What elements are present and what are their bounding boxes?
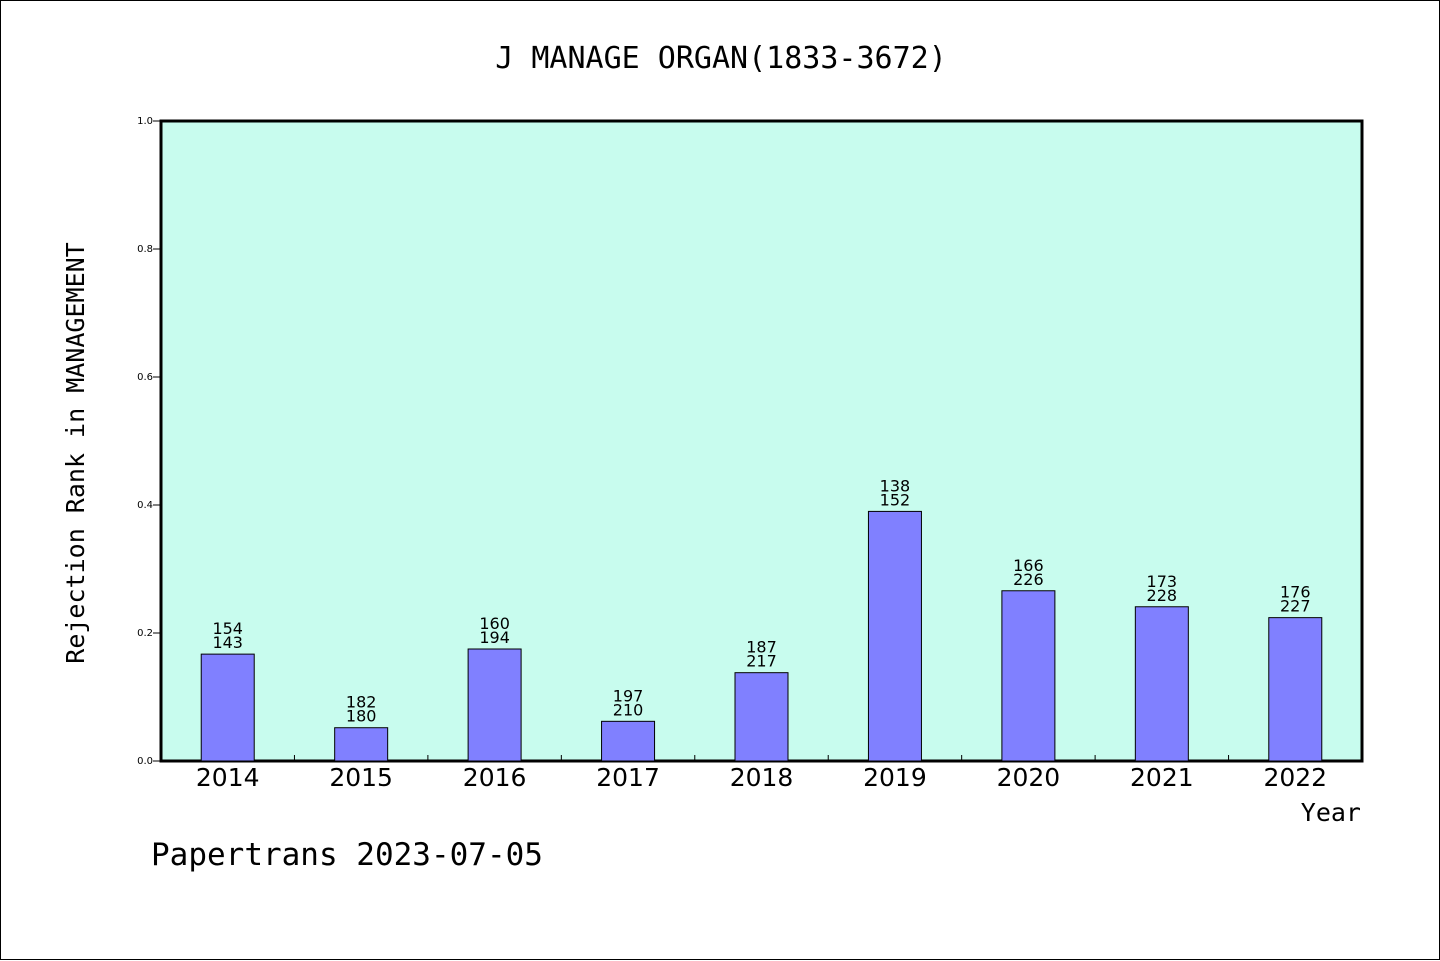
y-tick-label: 0.6 <box>137 372 153 383</box>
bar-2019 <box>867 510 922 762</box>
data-label-top: 187 <box>746 638 777 657</box>
y-tick-label: 1.0 <box>137 116 153 127</box>
x-tick-label: 2020 <box>997 763 1061 792</box>
x-axis: 2014 2015 2016 2017 2018 2019 2020 2021 2022 <box>196 755 1327 792</box>
x-tick-label: 2016 <box>463 763 527 792</box>
x-tick-label: 2015 <box>329 763 393 792</box>
data-label-top: 138 <box>880 476 911 495</box>
x-tick-label: 2021 <box>1130 763 1194 792</box>
data-label-bottom: 228 <box>1147 586 1178 605</box>
data-label-bottom: 152 <box>880 490 911 509</box>
chart-title: J MANAGE ORGAN(1833-3672) <box>495 41 947 76</box>
bar-2020 <box>1001 590 1056 762</box>
x-tick-label: 2018 <box>730 763 794 792</box>
y-tick-label: 0.8 <box>137 244 153 255</box>
bar-2018 <box>734 672 789 762</box>
y-tick-label: 0.4 <box>137 500 153 511</box>
data-label-bottom: 143 <box>212 633 243 652</box>
data-label-bottom: 217 <box>746 652 777 671</box>
bar-series: 1541431821801601941972101872171381521662… <box>200 476 1323 762</box>
bar-2015 <box>334 727 389 762</box>
x-axis-label: Year <box>1301 798 1361 827</box>
bar-2022 <box>1268 617 1323 762</box>
bar-2017 <box>601 720 656 762</box>
data-label-bottom: 210 <box>613 700 644 719</box>
x-tick-label: 2014 <box>196 763 260 792</box>
data-label-top: 166 <box>1013 556 1044 575</box>
y-tick-label: 0.2 <box>137 628 153 639</box>
bar-2014 <box>200 653 255 762</box>
data-label-top: 160 <box>479 614 510 633</box>
bar-2021 <box>1134 606 1189 762</box>
data-label-top: 197 <box>613 686 644 705</box>
y-axis: 0.0 0.2 0.4 0.6 0.8 1.0 <box>137 116 161 767</box>
footer-credit: Papertrans 2023-07-05 <box>151 837 543 873</box>
data-label-top: 173 <box>1147 572 1178 591</box>
x-tick-label: 2019 <box>863 763 927 792</box>
y-axis-label: Rejection Rank in MANAGEMENT <box>61 242 90 663</box>
y-tick-label: 0.0 <box>137 756 153 767</box>
data-label-bottom: 180 <box>346 707 377 726</box>
data-label-bottom: 227 <box>1280 597 1311 616</box>
x-tick-label: 2017 <box>596 763 660 792</box>
data-label-top: 182 <box>346 693 377 712</box>
bar-2016 <box>467 648 522 762</box>
x-tick-label: 2022 <box>1263 763 1327 792</box>
data-label-top: 176 <box>1280 583 1311 602</box>
data-label-bottom: 194 <box>479 628 510 647</box>
data-label-top: 154 <box>212 619 243 638</box>
data-label-bottom: 226 <box>1013 570 1044 589</box>
